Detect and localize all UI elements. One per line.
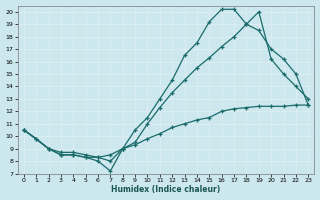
X-axis label: Humidex (Indice chaleur): Humidex (Indice chaleur) xyxy=(111,185,221,194)
